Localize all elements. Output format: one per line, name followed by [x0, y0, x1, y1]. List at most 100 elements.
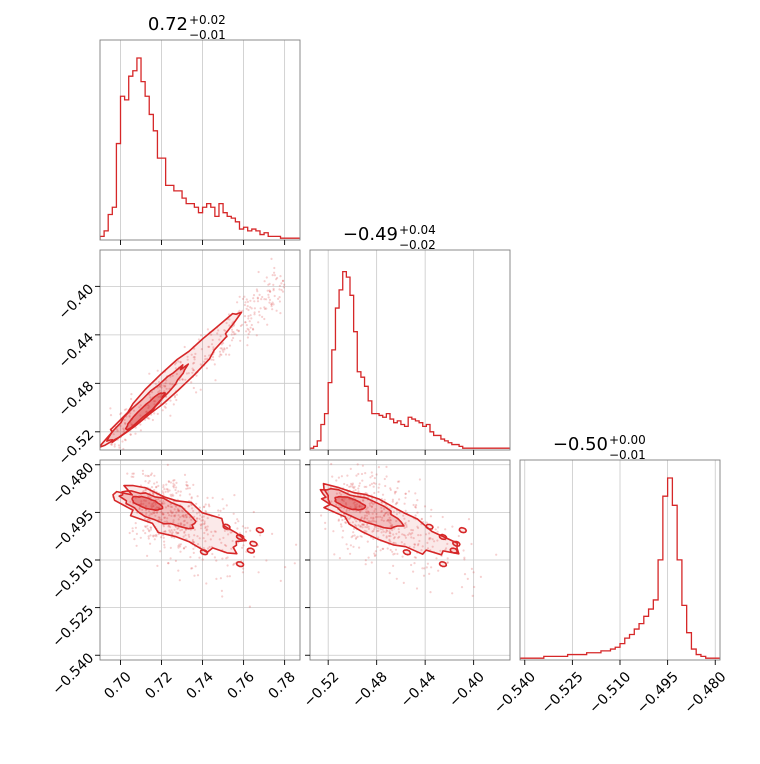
pair-2-1-point-165 [401, 555, 404, 558]
pair-2-0-point-230 [167, 505, 170, 508]
pair-2-1-point-205 [351, 483, 354, 487]
pair-1-0-point-325 [214, 379, 217, 382]
pair-2-1-point-330 [366, 510, 369, 513]
pair-2-1-point-423 [389, 488, 392, 491]
pair-2-0-point-10 [177, 509, 180, 512]
pair-1-0-point-194 [111, 458, 113, 460]
pair-2-1-point-121 [365, 485, 368, 488]
pair-2-0-point-26 [163, 540, 166, 543]
pair-2-0-point-27 [175, 532, 178, 535]
pair-2-1-point-511 [385, 529, 388, 532]
pair-2-1-point-255 [357, 524, 360, 527]
pair-2-0-point-404 [191, 538, 194, 542]
pair-2-0-point-264 [179, 543, 183, 546]
pair-2-1-point-317 [348, 509, 351, 512]
pair-2-0-point-357 [221, 557, 224, 560]
pair-2-0-point-325 [187, 533, 190, 537]
pair-2-0-point-362 [178, 510, 181, 513]
pair-2-1-point-246 [391, 498, 394, 501]
pair-2-0-point-415 [180, 522, 183, 525]
pair-2-0-point-317 [226, 575, 229, 578]
hist-param2-bin-36 [691, 649, 696, 660]
pair-2-1-point-117 [361, 499, 365, 502]
pair-2-1-point-57 [389, 524, 393, 527]
pair-2-0-point-419 [169, 525, 172, 529]
pair-2-1-point-395 [340, 498, 343, 501]
pair-2-0-point-125 [154, 507, 157, 510]
pair-1-0-point-283 [221, 348, 224, 352]
pair-2-0-point-23 [138, 508, 141, 511]
pair-1-0-point-264 [227, 313, 231, 316]
pair-1-0-point-160 [248, 320, 251, 323]
pair-2-1-point-68 [388, 531, 391, 535]
hist-param2-bin-29 [658, 560, 663, 660]
pair-2-1-point-502 [393, 492, 397, 495]
pair-2-1-point-36 [361, 526, 364, 529]
pair-1-0-point-80 [159, 395, 162, 398]
pair-2-0-point-398 [177, 518, 180, 521]
pair-2-1-point-301 [359, 494, 362, 497]
pair-2-1-point-293 [371, 512, 374, 515]
pair-2-1-point-189 [415, 504, 418, 507]
pair-2-0-point-502 [158, 518, 161, 521]
pair-2-0-point-177 [241, 546, 244, 549]
pair-1-0-point-349 [270, 305, 273, 308]
pair-2-1-point-515 [364, 525, 367, 529]
pair-2-0-point-245 [225, 504, 228, 507]
pair-2-1-point-43 [349, 485, 352, 488]
pair-2-0-point-202 [185, 515, 188, 519]
pair-2-0-point-91 [147, 535, 150, 538]
pair-1-0-contour-inner [124, 391, 167, 431]
pair-1-0-point-78 [206, 328, 209, 331]
pair-2-1-contour-island-4 [438, 560, 448, 568]
pair-2-0-point-146 [164, 506, 168, 509]
pair-2-1-point-270 [411, 529, 415, 532]
pair-2-0-point-452 [204, 527, 207, 530]
pair-2-0-point-305 [175, 531, 178, 534]
pair-2-1-point-365 [384, 511, 387, 515]
pair-2-0-point-516 [146, 554, 149, 558]
pair-2-1-point-425 [358, 504, 361, 507]
pair-2-0-point-438 [140, 500, 143, 503]
hist-param0-bin-22 [190, 204, 194, 240]
pair-2-0-point-387 [204, 540, 207, 543]
pair-1-0-point-294 [224, 329, 227, 333]
pair-2-1-point-219 [377, 486, 380, 489]
pair-2-0-point-501 [179, 545, 182, 548]
pair-2-1-point-308 [372, 529, 375, 533]
pair-2-1-point-19 [401, 533, 404, 536]
pair-2-0-point-359 [157, 484, 160, 487]
pair-2-0-point-375 [160, 518, 163, 521]
pair-1-0-point-378 [123, 418, 126, 421]
pair-1-0-point-183 [266, 289, 269, 292]
pair-1-0-point-0 [223, 348, 226, 351]
pair-1-0-point-223 [123, 408, 126, 411]
pair-2-0: 0.70 0.72 0.74 0.76 0.78−0.480−0.495−0.510−0… [49, 459, 301, 702]
pair-2-1-point-452 [365, 508, 368, 511]
pair-1-0-point-177 [208, 345, 211, 348]
pair-2-0-point-211 [184, 513, 187, 517]
pair-1-0-point-259 [130, 393, 133, 396]
pair-1-0-point-236 [157, 391, 160, 394]
pair-2-0-point-174 [179, 522, 182, 525]
pair-2-1-point-177 [382, 547, 385, 551]
pair-1-0-point-193 [253, 311, 256, 314]
pair-1-0-point-39 [253, 300, 256, 303]
pair-2-0-point-179 [174, 488, 177, 492]
pair-1-0-point-10 [252, 297, 255, 300]
pair-2-0-point-504 [148, 514, 151, 517]
pair-2-0-point-402 [182, 547, 186, 550]
pair-1-0-point-243 [156, 412, 159, 415]
hist-param1-bin-9 [343, 272, 347, 450]
pair-2-0-point-55 [163, 502, 166, 505]
pair-2-1-point-352 [363, 523, 366, 526]
pair-2-0-point-57 [200, 519, 203, 522]
pair-2-1-plot-area [310, 460, 510, 660]
hist-param2-bin-25 [639, 624, 644, 660]
pair-1-0-point-362 [245, 307, 248, 310]
pair-2-1-point-113 [367, 520, 370, 523]
pair-1-0-point-42 [222, 342, 225, 345]
pair-2-0-point-433 [149, 534, 152, 537]
pair-2-0-point-443 [185, 481, 188, 484]
pair-1-0-point-272 [134, 432, 137, 435]
